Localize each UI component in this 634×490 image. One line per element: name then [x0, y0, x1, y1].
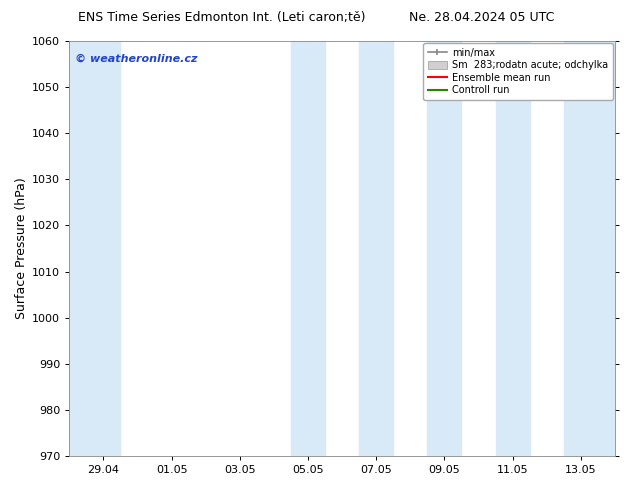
- Legend: min/max, Sm  283;rodatn acute; odchylka, Ensemble mean run, Controll run: min/max, Sm 283;rodatn acute; odchylka, …: [423, 43, 613, 100]
- Bar: [69, 41, 120, 456]
- Text: Ne. 28.04.2024 05 UTC: Ne. 28.04.2024 05 UTC: [409, 11, 555, 24]
- Bar: [564, 41, 615, 456]
- Bar: [496, 41, 529, 456]
- Y-axis label: Surface Pressure (hPa): Surface Pressure (hPa): [15, 178, 28, 319]
- Bar: [427, 41, 462, 456]
- Text: © weatheronline.cz: © weatheronline.cz: [75, 53, 197, 64]
- Bar: [359, 41, 393, 456]
- Text: ENS Time Series Edmonton Int. (Leti caron;tě): ENS Time Series Edmonton Int. (Leti caro…: [78, 11, 366, 24]
- Bar: [291, 41, 325, 456]
